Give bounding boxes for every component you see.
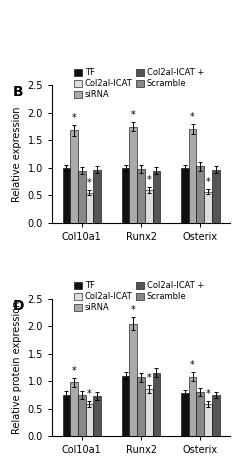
Bar [196, 166, 204, 223]
Bar [196, 392, 204, 436]
Bar [129, 127, 137, 223]
Bar [153, 373, 160, 436]
Bar [137, 377, 145, 436]
Text: *: * [72, 365, 77, 375]
Bar [181, 393, 189, 436]
Bar [63, 168, 70, 223]
Bar [86, 192, 93, 223]
Bar [70, 130, 78, 223]
Text: *: * [190, 360, 195, 370]
Text: *: * [205, 389, 210, 399]
Text: *: * [87, 178, 92, 188]
Text: *: * [205, 176, 210, 187]
Y-axis label: Relative protein expression: Relative protein expression [12, 301, 22, 434]
Bar [122, 168, 129, 223]
Text: *: * [87, 389, 92, 399]
Text: *: * [190, 112, 195, 122]
Bar [78, 171, 86, 223]
Bar [204, 191, 212, 223]
Text: *: * [146, 175, 151, 185]
Bar [78, 395, 86, 436]
Bar [145, 190, 153, 223]
Legend: TF, Col2aI-ICAT, siRNA, Col2aI-ICAT +, Scramble: TF, Col2aI-ICAT, siRNA, Col2aI-ICAT +, S… [71, 278, 207, 316]
Bar [153, 171, 160, 223]
Bar [70, 382, 78, 436]
Bar [63, 395, 70, 436]
Bar [181, 168, 189, 223]
Text: *: * [131, 305, 136, 315]
Bar [189, 129, 196, 223]
Bar [204, 404, 212, 436]
Text: B: B [13, 85, 24, 100]
Bar [137, 169, 145, 223]
Bar [189, 377, 196, 436]
Y-axis label: Relative expression: Relative expression [12, 106, 22, 202]
Bar [145, 389, 153, 436]
Bar [212, 395, 219, 436]
Bar [212, 170, 219, 223]
Text: D: D [13, 299, 25, 312]
Text: *: * [146, 373, 151, 383]
Bar [129, 324, 137, 436]
Bar [122, 375, 129, 436]
Text: *: * [72, 113, 77, 123]
Legend: TF, Col2aI-ICAT, siRNA, Col2aI-ICAT +, Scramble: TF, Col2aI-ICAT, siRNA, Col2aI-ICAT +, S… [71, 65, 207, 102]
Bar [93, 170, 101, 223]
Bar [86, 404, 93, 436]
Text: *: * [131, 110, 136, 120]
Bar [93, 396, 101, 436]
